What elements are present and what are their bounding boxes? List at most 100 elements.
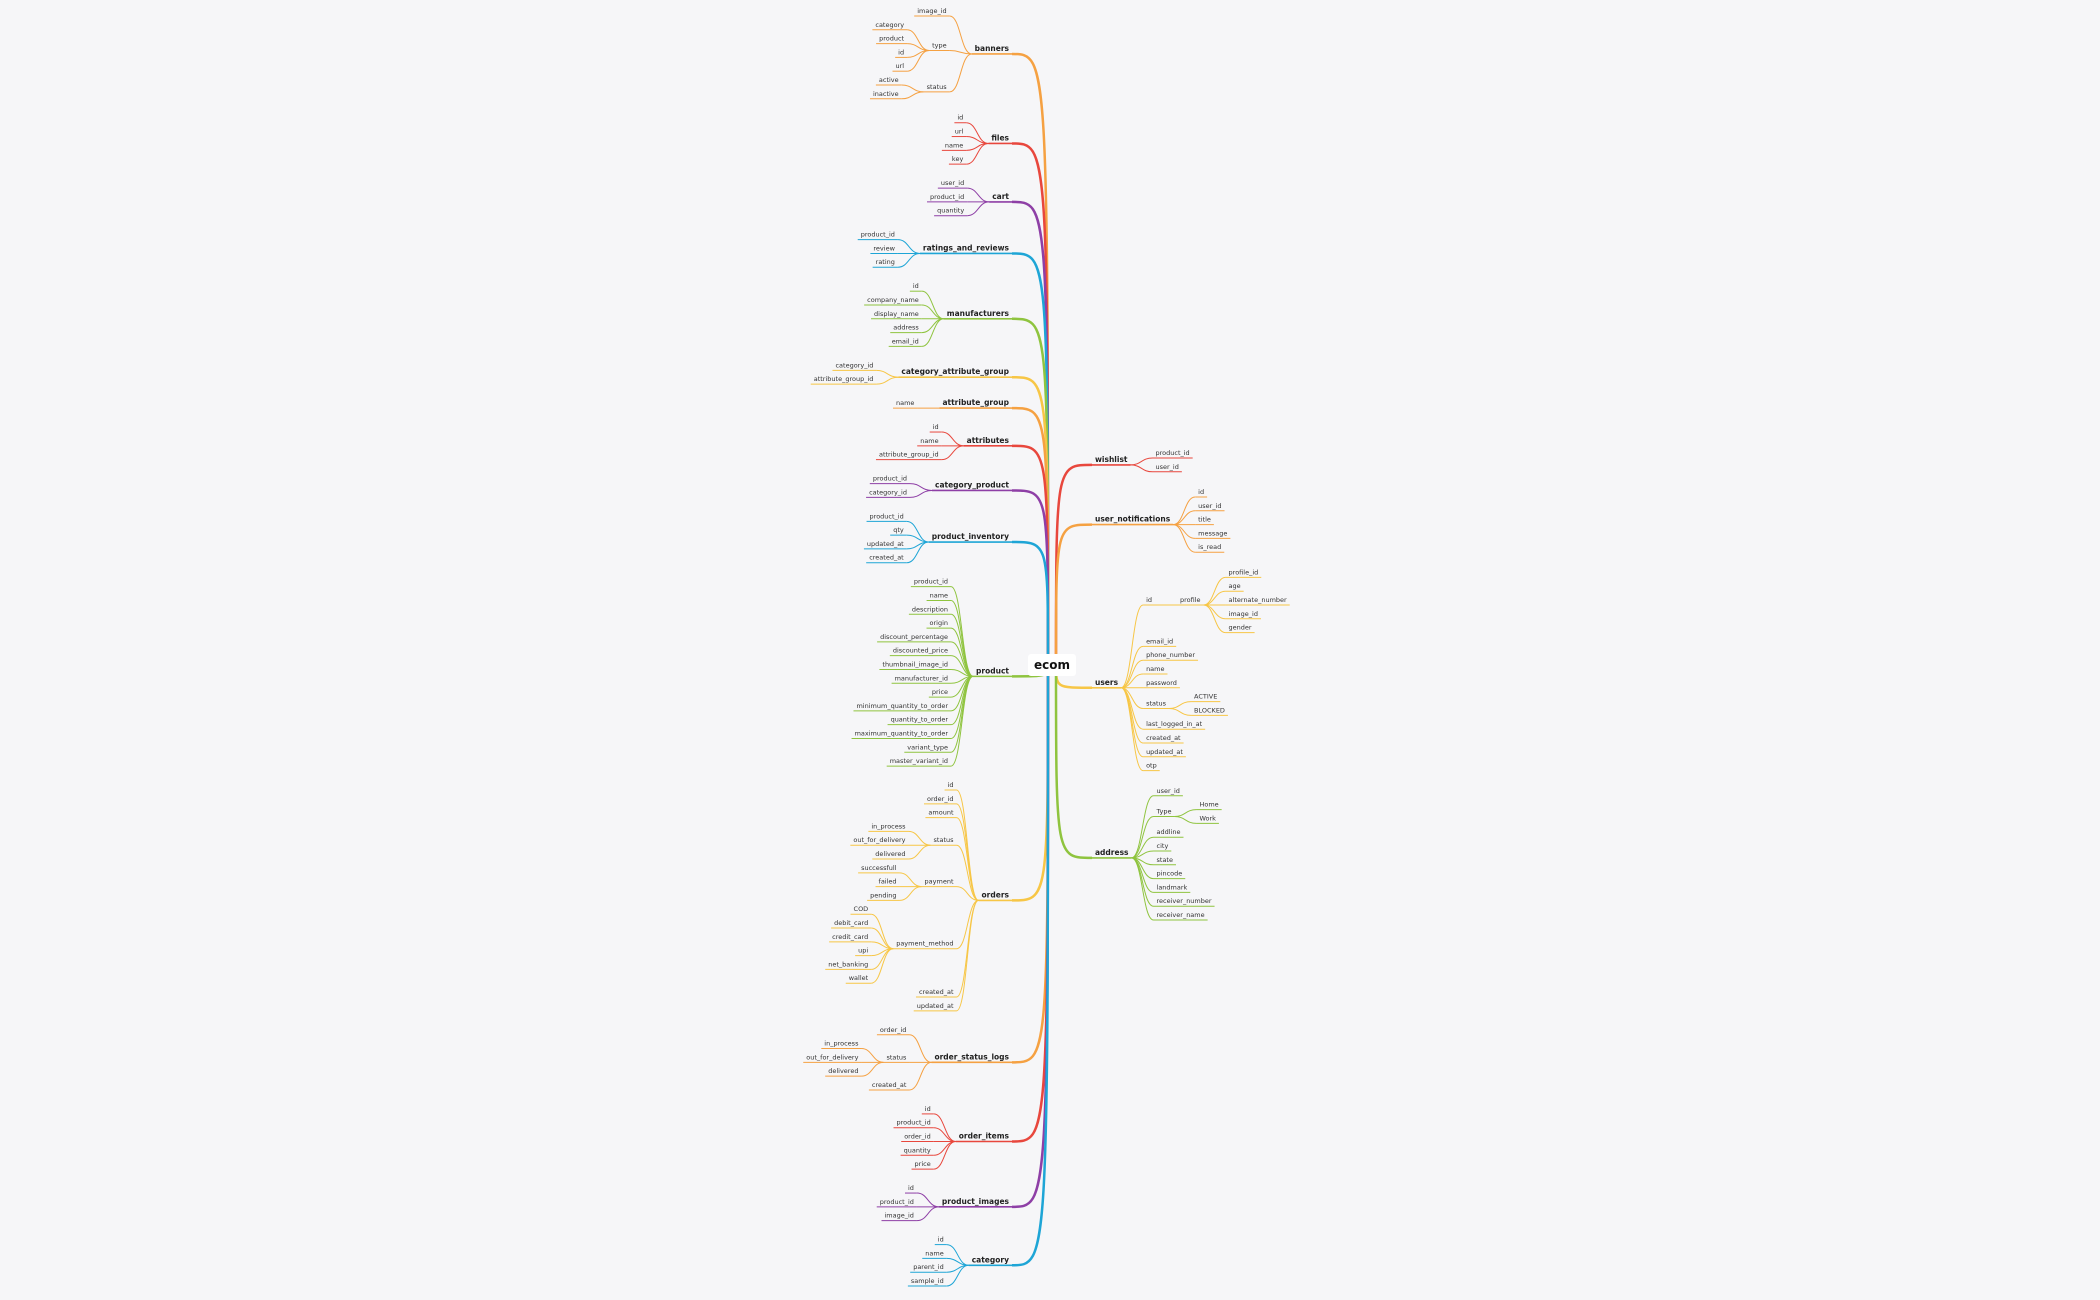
connector bbox=[933, 1113, 956, 1143]
branch-connector bbox=[1011, 375, 1050, 665]
field-label: id bbox=[898, 48, 904, 56]
connector bbox=[909, 1034, 932, 1063]
field-label: order_id bbox=[927, 795, 954, 803]
field-label: addline bbox=[1157, 828, 1181, 836]
field-label: COD bbox=[854, 905, 869, 913]
connector bbox=[1120, 687, 1144, 772]
field-label: otp bbox=[1146, 762, 1157, 770]
field-label: updated_at bbox=[867, 540, 904, 548]
field-label: image_id bbox=[917, 7, 946, 15]
connector bbox=[901, 91, 924, 100]
field-label: id bbox=[908, 1184, 914, 1192]
connector bbox=[956, 899, 979, 1012]
field-label: quantity bbox=[904, 1146, 931, 1154]
field-label: maximum_quantity_to_order bbox=[855, 729, 949, 737]
field-label: credit_card bbox=[832, 933, 868, 941]
field-label: product_id bbox=[870, 512, 904, 520]
field-label: origin bbox=[930, 619, 949, 627]
field-label: id bbox=[957, 114, 963, 122]
field-label: upi bbox=[858, 947, 868, 955]
connector bbox=[966, 142, 989, 165]
field-label: gender bbox=[1229, 624, 1252, 632]
field-label: category_id bbox=[835, 361, 873, 369]
connector bbox=[1130, 464, 1153, 473]
field-label: quantity bbox=[937, 207, 964, 215]
field-label: discount_percentage bbox=[880, 633, 948, 641]
field-label: key bbox=[952, 155, 964, 163]
field-label: url bbox=[955, 128, 964, 136]
connector bbox=[1173, 524, 1196, 539]
connector bbox=[901, 84, 924, 93]
field-label: receiver_name bbox=[1157, 911, 1205, 919]
branch-label: product_inventory bbox=[932, 532, 1009, 541]
connector bbox=[899, 886, 922, 901]
branch-connector bbox=[1011, 663, 1050, 1064]
field-label: BLOCKED bbox=[1194, 706, 1225, 714]
field-label: out_for_delivery bbox=[853, 836, 905, 844]
field-label: created_at bbox=[919, 988, 954, 996]
connector bbox=[909, 483, 933, 491]
branch-connector bbox=[1011, 663, 1050, 1267]
connector bbox=[949, 50, 972, 55]
field-label: in_process bbox=[824, 1040, 859, 1048]
field-label: profile_id bbox=[1229, 568, 1259, 576]
connector bbox=[950, 675, 974, 767]
connector bbox=[941, 445, 964, 461]
field-label: is_read bbox=[1198, 543, 1221, 551]
connector bbox=[933, 1141, 956, 1156]
connector bbox=[1169, 708, 1192, 716]
field-label: name bbox=[945, 141, 963, 149]
branch-label: cart bbox=[992, 192, 1009, 201]
field-label: category_id bbox=[869, 488, 907, 496]
field-label: price bbox=[915, 1160, 931, 1168]
connector bbox=[1120, 687, 1144, 744]
root-box bbox=[1028, 654, 1076, 676]
connector bbox=[897, 252, 920, 268]
connector bbox=[956, 844, 979, 901]
field-label: image_id bbox=[1229, 610, 1258, 618]
field-label: status bbox=[1146, 700, 1167, 708]
connector bbox=[949, 53, 972, 93]
connector bbox=[871, 948, 894, 984]
branch-label: users bbox=[1095, 678, 1119, 687]
field-label: type bbox=[932, 42, 947, 50]
field-label: email_id bbox=[892, 337, 919, 345]
branch-label: attribute_group bbox=[942, 398, 1009, 407]
connector bbox=[1173, 510, 1196, 526]
connector bbox=[916, 1192, 939, 1208]
field-label: product_id bbox=[1156, 449, 1190, 457]
field-label: profile bbox=[1180, 596, 1201, 604]
field-label: id bbox=[938, 1236, 944, 1244]
field-label: user_id bbox=[941, 179, 964, 187]
connector bbox=[949, 15, 972, 55]
field-label: order_id bbox=[904, 1133, 931, 1141]
field-label: user_id bbox=[1157, 787, 1180, 795]
connector bbox=[1120, 604, 1144, 689]
connector bbox=[899, 872, 922, 888]
field-label: status bbox=[927, 83, 948, 91]
field-label: landmark bbox=[1157, 883, 1188, 891]
field-label: net_banking bbox=[828, 960, 868, 968]
branch-label: product_images bbox=[942, 1197, 1010, 1206]
field-label: product_id bbox=[897, 1119, 931, 1127]
field-label: attribute_group_id bbox=[814, 375, 874, 383]
branch-connector bbox=[1054, 523, 1093, 665]
field-label: updated_at bbox=[1146, 748, 1183, 756]
branch-connector bbox=[1011, 663, 1050, 902]
field-label: Work bbox=[1199, 814, 1216, 822]
connector bbox=[967, 201, 990, 217]
field-label: image_id bbox=[884, 1212, 913, 1220]
field-label: title bbox=[1198, 516, 1211, 524]
field-label: rating bbox=[876, 258, 895, 266]
connector bbox=[876, 376, 899, 385]
field-label: id bbox=[948, 781, 954, 789]
field-label: product_id bbox=[930, 193, 964, 201]
field-label: description bbox=[912, 605, 948, 613]
field-label: receiver_number bbox=[1157, 897, 1212, 905]
field-label: name bbox=[1146, 665, 1164, 673]
connector bbox=[1169, 701, 1192, 709]
field-label: created_at bbox=[1146, 734, 1181, 742]
connector bbox=[956, 899, 979, 998]
connector bbox=[956, 886, 979, 901]
